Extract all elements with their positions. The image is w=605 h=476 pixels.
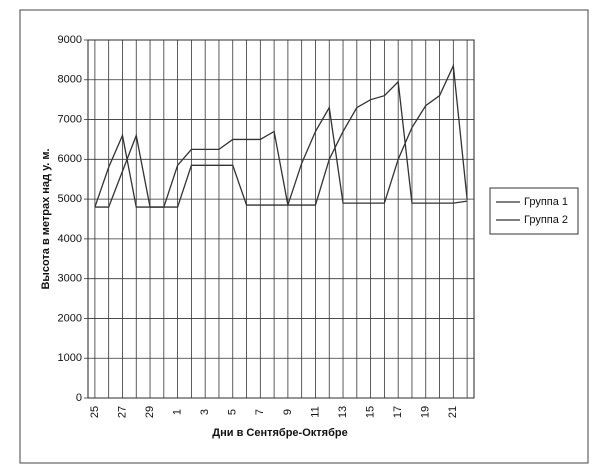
frame [19, 9, 589, 464]
y-tick-label: 0 [76, 392, 82, 404]
x-tick-label: 17 [392, 406, 404, 418]
x-tick-label: 27 [116, 406, 128, 418]
y-tick-label: 1000 [58, 352, 82, 364]
x-tick-label: 9 [282, 409, 294, 415]
x-tick-label: 3 [199, 409, 211, 415]
y-tick-label: 2000 [58, 312, 82, 324]
legend-label: Группа 2 [524, 214, 568, 226]
y-tick-label: 9000 [58, 34, 82, 46]
y-tick-label: 8000 [58, 74, 82, 86]
series-line [94, 80, 468, 208]
x-tick-label: 11 [309, 406, 321, 417]
x-tick-label: 29 [144, 406, 156, 418]
plot-area [87, 39, 475, 399]
x-tick-label: 21 [447, 406, 459, 418]
x-tick-label: 19 [420, 406, 432, 418]
y-tick-label: 6000 [58, 153, 82, 165]
y-axis-title: Высота в метрах над у. м. [40, 148, 52, 289]
x-tick-label: 7 [254, 409, 266, 415]
legend-box [489, 187, 579, 235]
x-tick-label: 1 [172, 409, 184, 415]
y-tick-label: 5000 [58, 193, 82, 205]
x-tick-label: 15 [365, 406, 377, 418]
x-axis-title: Дни в Сентябре-Октябре [212, 427, 347, 439]
x-tick-label: 5 [227, 409, 239, 415]
y-tick-label: 3000 [58, 273, 82, 285]
legend-label: Группа 1 [524, 196, 568, 208]
y-tick-label: 4000 [58, 233, 82, 245]
y-tick-label: 7000 [58, 113, 82, 125]
x-tick-label: 25 [89, 406, 101, 418]
x-tick-label: 13 [337, 406, 349, 418]
